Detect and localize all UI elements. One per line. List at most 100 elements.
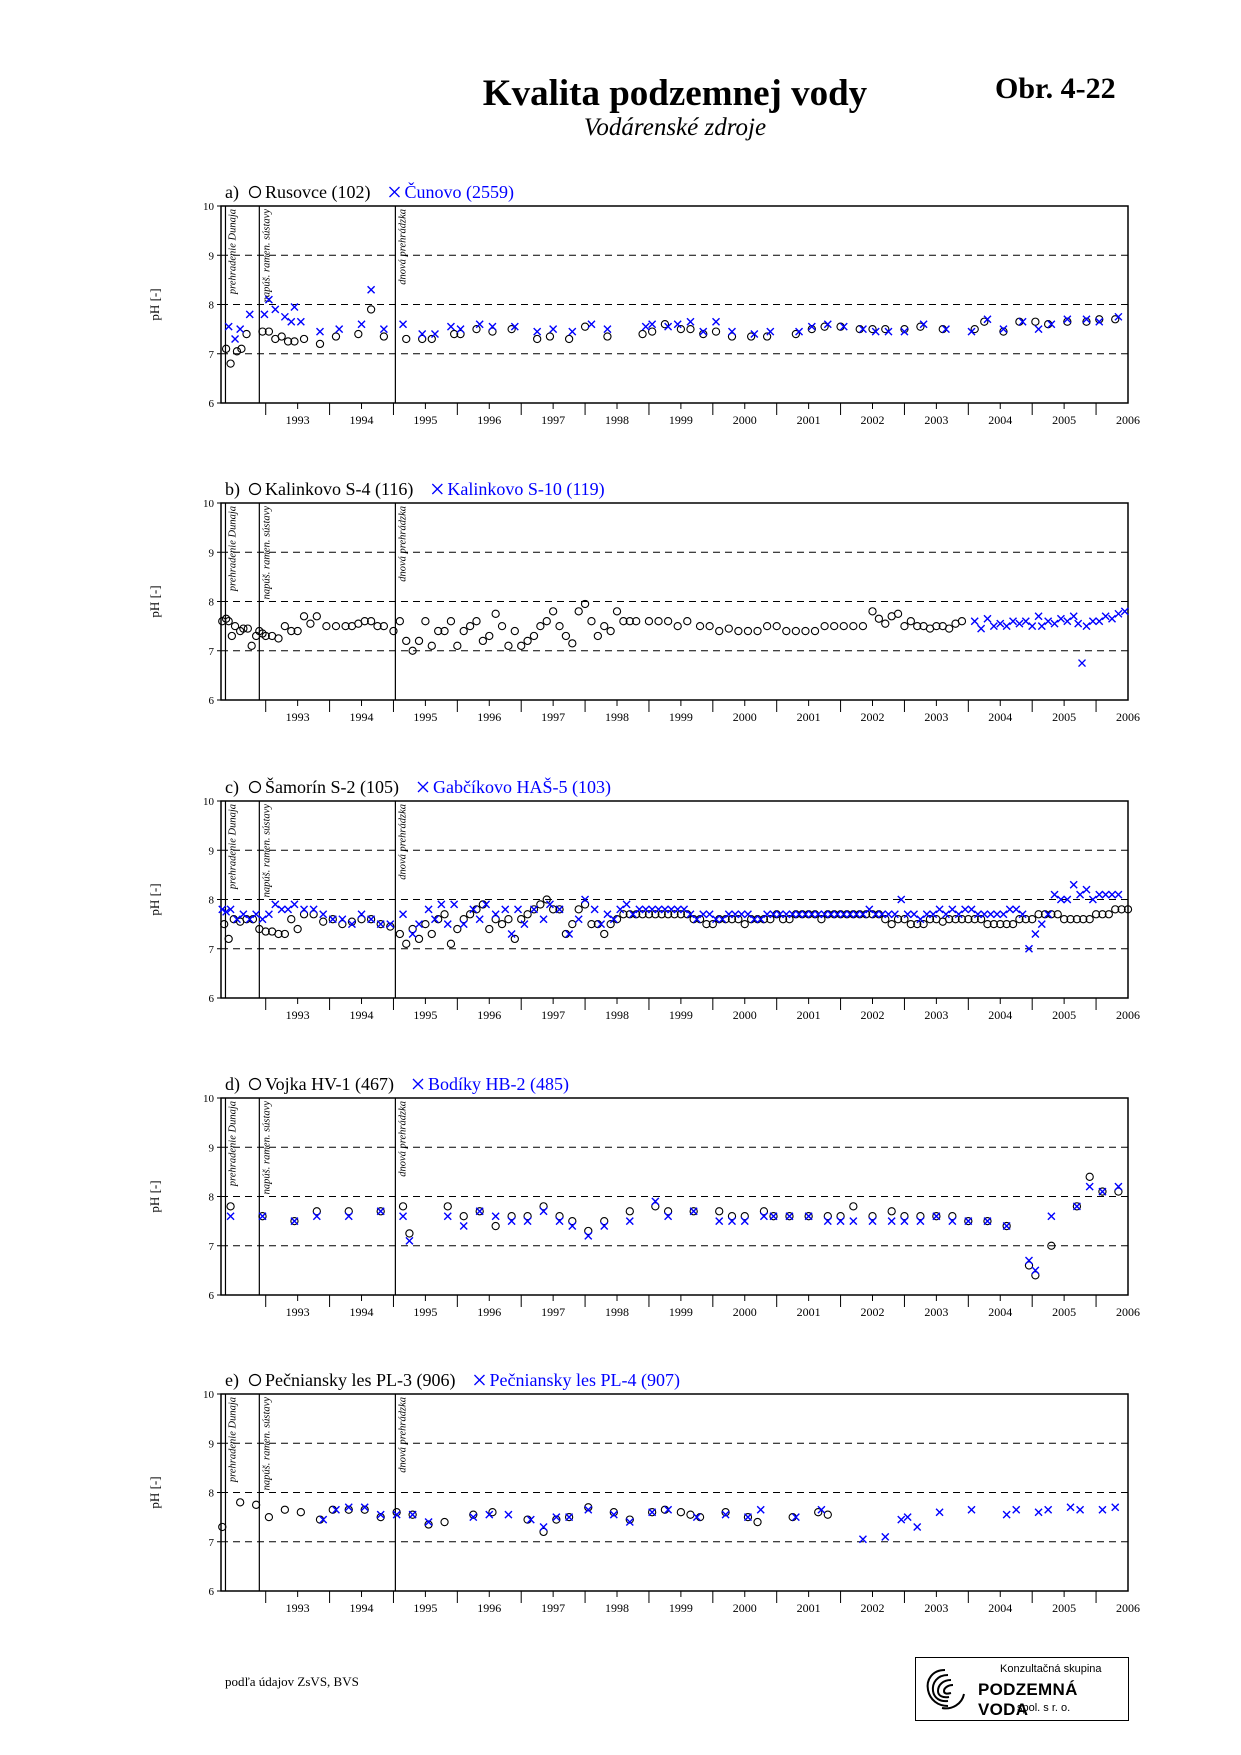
data-point-x (1002, 1222, 1011, 1231)
data-point-x (344, 1503, 353, 1512)
data-point-x (932, 1212, 941, 1221)
legend-series-name: Bodíky HB-2 (485) (428, 1074, 569, 1095)
data-point-circle (427, 641, 436, 650)
data-point-x (260, 310, 269, 319)
data-point-x (568, 1222, 577, 1231)
data-point-x (1028, 622, 1037, 631)
data-point-circle (881, 619, 890, 628)
data-point-x (635, 905, 644, 914)
data-point-circle (299, 910, 309, 919)
y-tick-label: 8 (209, 895, 215, 907)
data-point-x (1021, 617, 1030, 626)
event-label: dnová prehrádzka (397, 209, 408, 285)
data-point-x (964, 1217, 973, 1226)
data-point-x (1098, 1505, 1107, 1514)
data-point-circle (280, 929, 290, 939)
data-point-circle (331, 332, 341, 341)
data-point-x (715, 1217, 724, 1226)
data-point-x (763, 910, 772, 919)
data-point-x (1015, 619, 1024, 628)
data-point-x (1114, 1182, 1123, 1191)
data-point-circle (542, 617, 551, 626)
x-tick-label: 1996 (477, 1601, 501, 1615)
data-point-x (1082, 885, 1091, 894)
data-point-x (913, 1522, 922, 1531)
data-point-x (897, 1515, 906, 1524)
y-axis-label: pH [-] (147, 585, 162, 617)
data-point-circle (753, 1517, 762, 1527)
y-axis-label: pH [-] (147, 1476, 162, 1508)
data-point-x (766, 327, 775, 336)
data-point-circle (465, 621, 475, 631)
data-point-circle (315, 339, 325, 349)
x-tick-label: 1996 (477, 1305, 501, 1319)
data-point-x (868, 1217, 877, 1226)
x-tick-label: 2000 (733, 413, 757, 427)
data-point-x (1050, 619, 1059, 628)
data-point-x (609, 915, 618, 924)
data-point-x (549, 325, 558, 334)
x-tick-label: 2001 (797, 1008, 821, 1022)
data-point-circle (1002, 919, 1011, 929)
data-point-circle (453, 641, 462, 650)
data-point-x (935, 1508, 944, 1517)
x-tick-label: 1998 (605, 1008, 629, 1022)
data-point-circle (529, 905, 539, 914)
data-point-circle (379, 621, 389, 631)
data-point-x (1012, 905, 1021, 914)
data-point-circle (810, 626, 820, 636)
data-point-x (903, 910, 912, 919)
data-point-circle (893, 915, 903, 924)
panel-letter: b) (225, 479, 240, 500)
data-point-x (651, 1197, 660, 1206)
data-point-x (430, 330, 439, 339)
data-point-circle (651, 1202, 660, 1211)
data-point-circle (488, 1508, 497, 1517)
legend-series-name: Kalinkovo S-10 (119) (447, 479, 604, 500)
data-point-x (504, 1510, 513, 1519)
data-point-circle (472, 617, 481, 626)
data-point-x (948, 1217, 957, 1226)
y-tick-label: 7 (209, 646, 215, 658)
data-point-circle (218, 1522, 227, 1532)
data-point-circle (580, 322, 590, 331)
data-point-x (664, 322, 673, 331)
data-point-circle (676, 324, 686, 334)
data-point-x (1074, 619, 1083, 628)
data-point-x (239, 910, 248, 919)
data-point-circle (280, 621, 290, 631)
data-point-x (245, 915, 254, 924)
data-point-circle (686, 324, 695, 334)
data-point-circle (587, 919, 596, 929)
data-point-circle (913, 621, 922, 631)
data-point-circle (1072, 1202, 1082, 1211)
data-point-x (232, 915, 241, 924)
data-point-x (887, 1217, 896, 1226)
data-point-x (1120, 607, 1129, 616)
data-point-circle (673, 621, 682, 631)
data-point-circle (366, 617, 376, 626)
data-point-x (226, 1212, 235, 1221)
x-tick-label: 2000 (733, 1305, 757, 1319)
event-label: dnová prehrádzka (397, 1101, 408, 1177)
data-point-circle (230, 621, 240, 631)
company-logo-icon (926, 1669, 965, 1710)
x-tick-label: 2006 (1116, 1008, 1140, 1022)
x-tick-label: 2002 (861, 413, 885, 427)
data-point-circle (261, 631, 270, 641)
data-point-x (1095, 890, 1104, 899)
data-point-circle (328, 915, 337, 924)
data-point-x (1101, 612, 1110, 621)
data-point-circle (456, 329, 465, 339)
event-label: napúš. ramen. sústavy (261, 209, 272, 303)
data-point-x (347, 920, 356, 929)
data-point-x (881, 1532, 890, 1541)
data-point-circle (548, 607, 558, 616)
x-tick-label: 2003 (924, 710, 948, 724)
data-point-circle (686, 1510, 695, 1519)
data-point-x (712, 317, 721, 326)
data-point-x (590, 905, 599, 914)
data-point-x (1025, 944, 1033, 953)
data-point-circle (625, 617, 634, 626)
data-point-circle (932, 1212, 941, 1221)
